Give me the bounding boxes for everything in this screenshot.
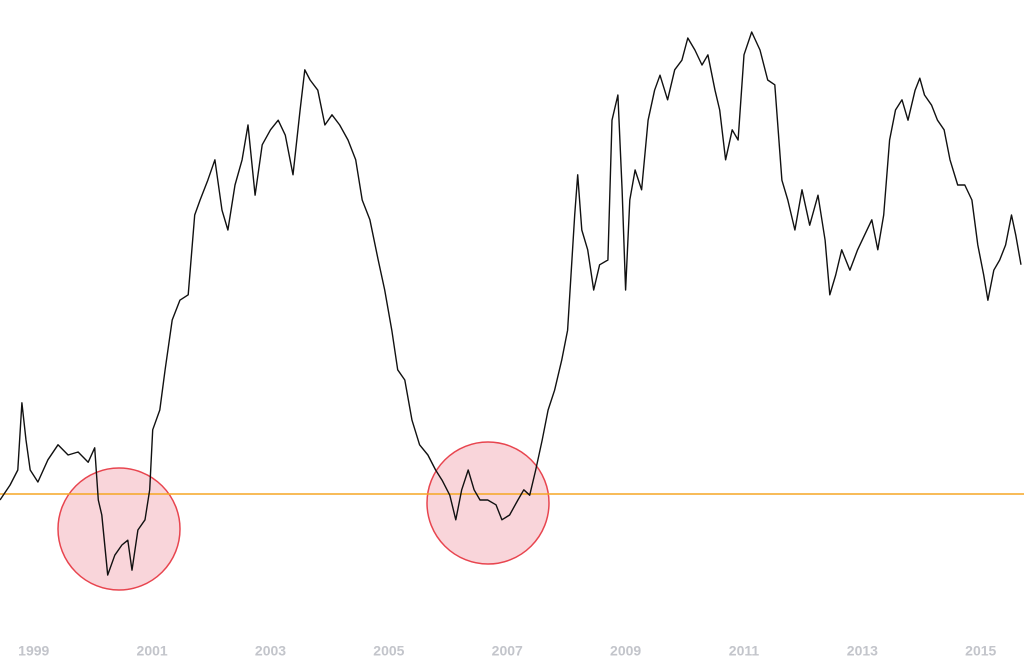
x-tick-label: 2015: [965, 643, 996, 659]
highlight-circle: [426, 441, 550, 565]
highlight-circle: [57, 467, 181, 591]
x-tick-label: 2009: [610, 643, 641, 659]
line-series: [0, 31, 1022, 576]
x-tick-label: 2001: [137, 643, 168, 659]
x-tick-label: 2003: [255, 643, 286, 659]
x-tick-label: 2007: [492, 643, 523, 659]
x-tick-label: 1999: [18, 643, 49, 659]
x-tick-label: 2011: [729, 643, 760, 659]
x-tick-label: 2005: [373, 643, 404, 659]
x-tick-label: 2013: [847, 643, 878, 659]
